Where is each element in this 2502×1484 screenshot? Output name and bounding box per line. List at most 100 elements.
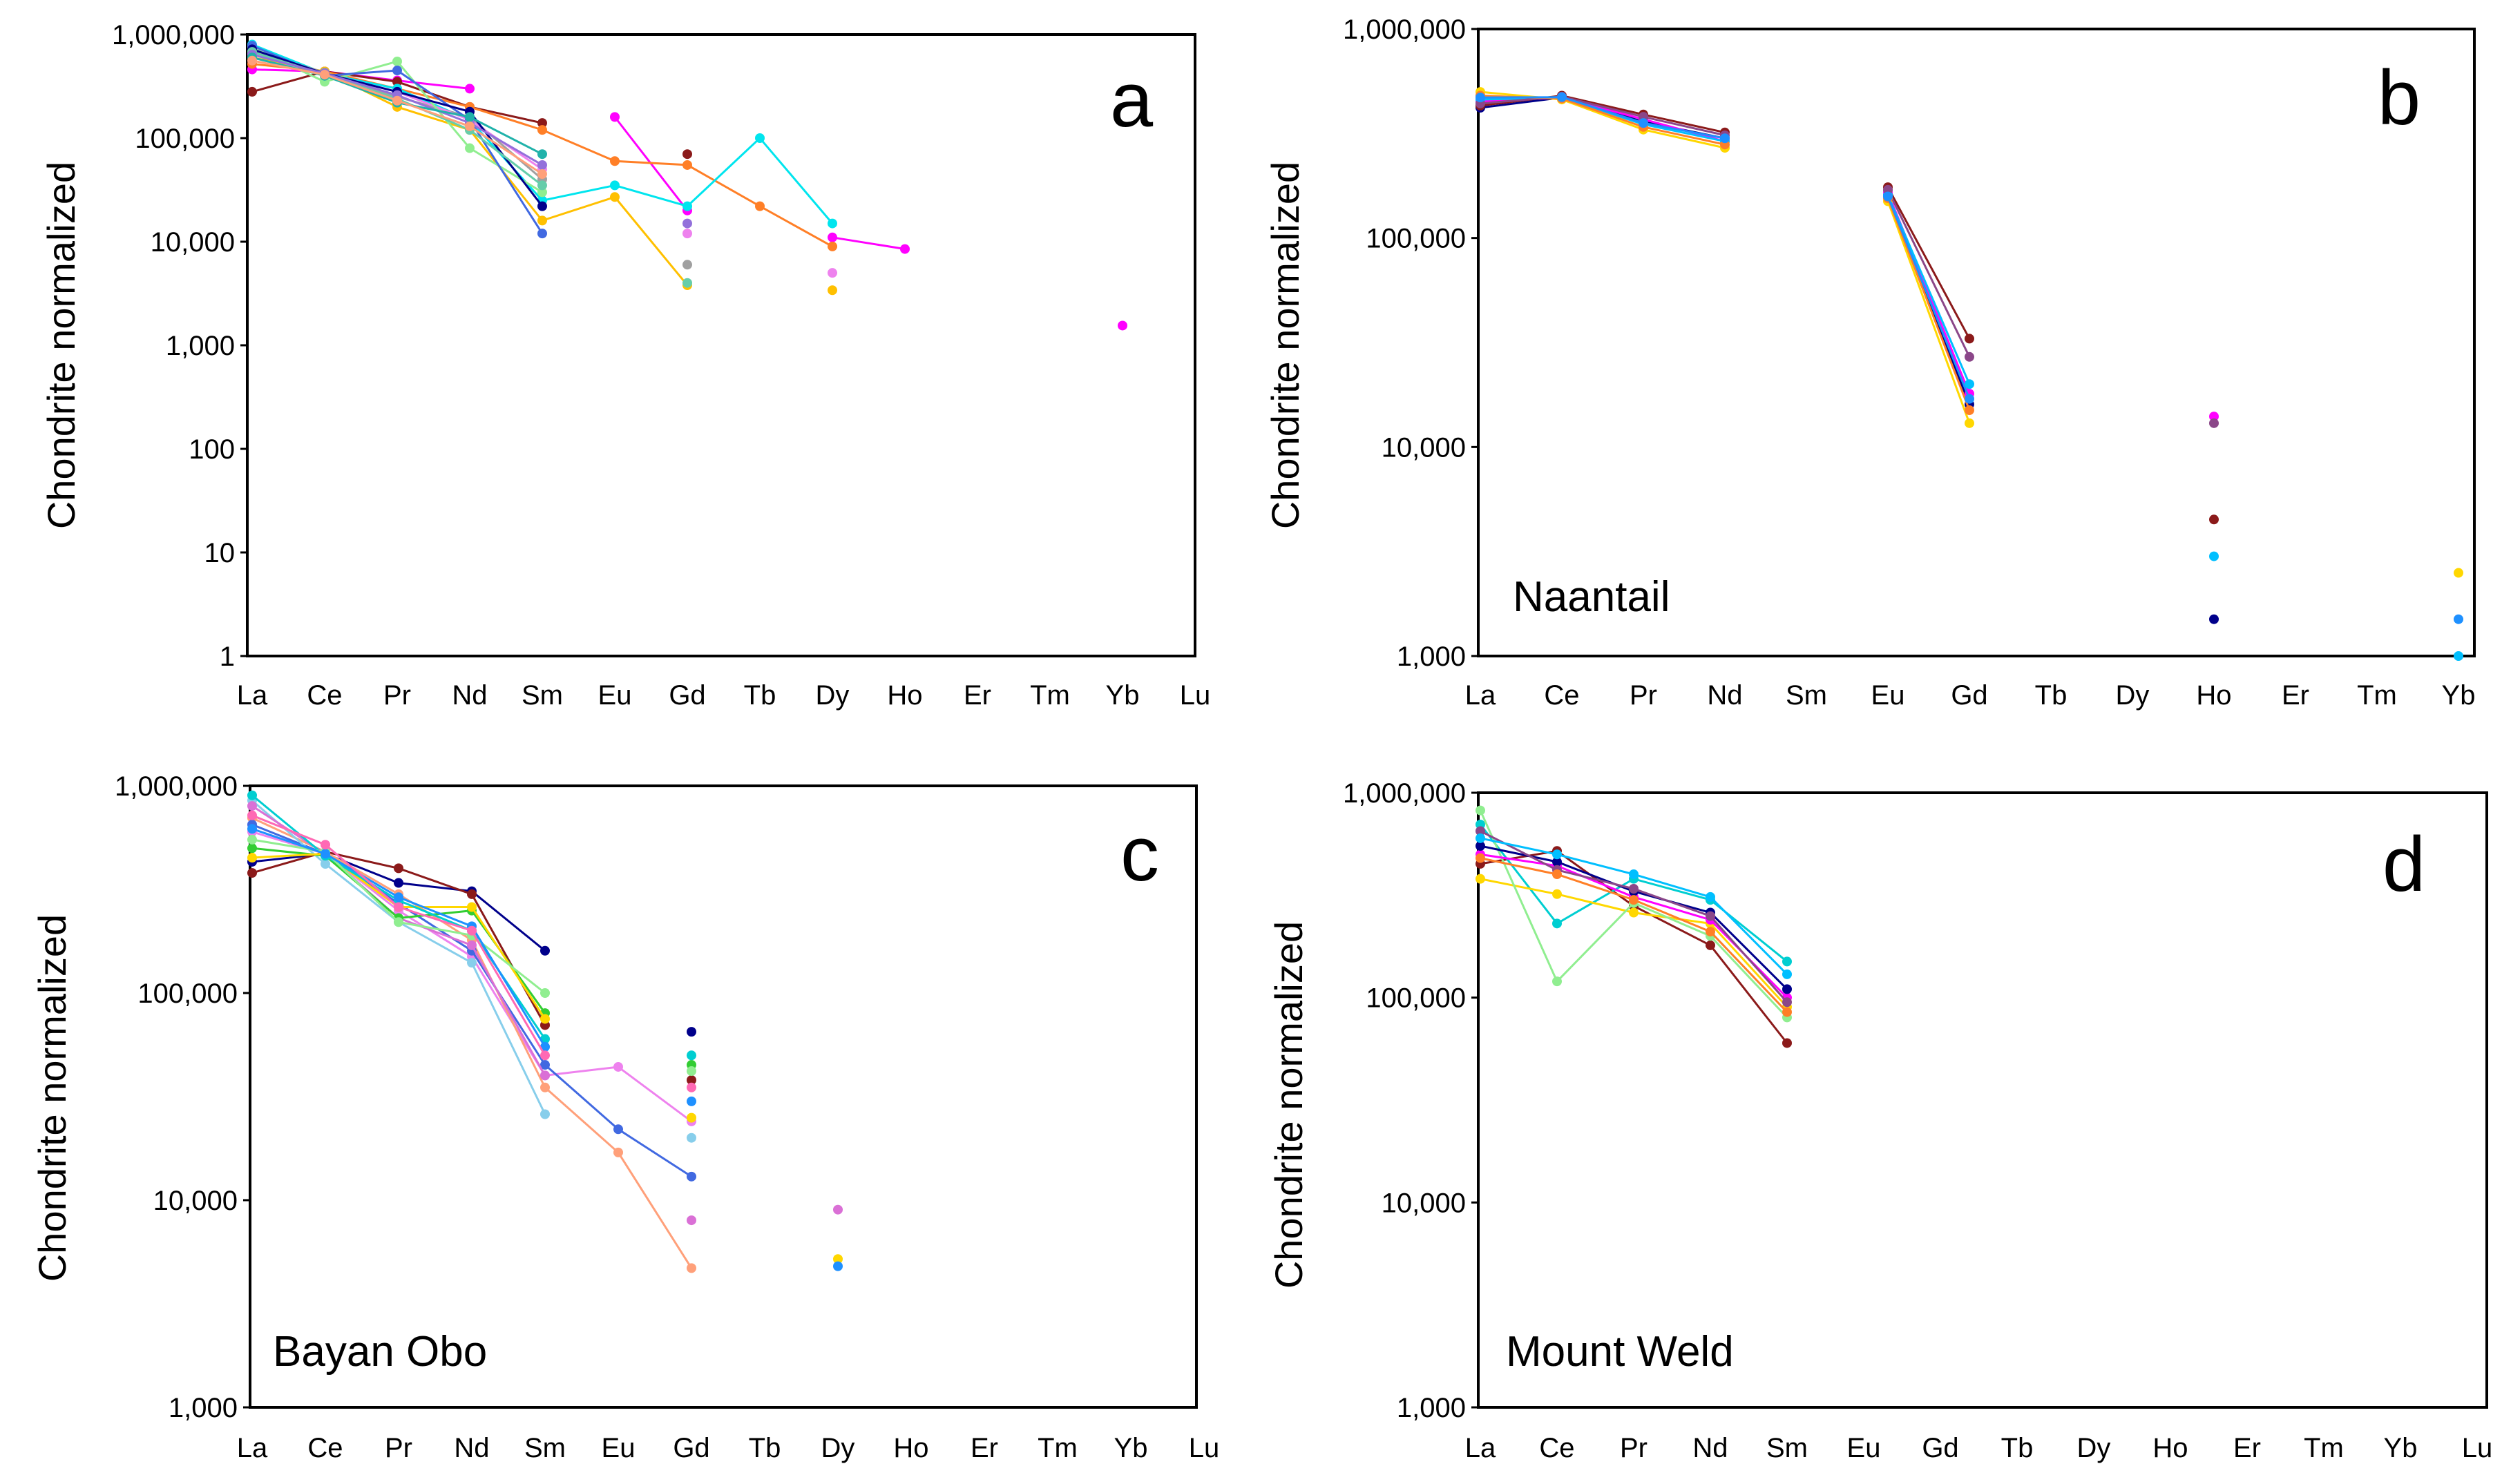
data-point: [2209, 412, 2219, 422]
y-tick-label: 1,000,000: [1343, 15, 1466, 45]
y-tick-label: 100,000: [1366, 983, 1466, 1014]
data-point: [687, 1050, 696, 1061]
data-point: [610, 112, 620, 122]
data-point: [1552, 976, 1562, 987]
data-point: [247, 868, 257, 878]
data-point: [2454, 651, 2463, 661]
x-tick-label: Ce: [1544, 680, 1579, 711]
data-point: [1629, 907, 1639, 918]
x-tick-label: Lu: [2462, 1433, 2493, 1463]
data-point: [247, 86, 257, 97]
data-point: [1629, 883, 1639, 894]
data-point: [687, 1066, 696, 1077]
x-tick-label: Yb: [2384, 1433, 2418, 1463]
x-tick-label: La: [237, 1433, 268, 1463]
data-point: [1629, 895, 1639, 905]
data-point: [1782, 997, 1792, 1008]
x-tick-label: Nd: [1692, 1433, 1728, 1463]
panel-letter: b: [2378, 55, 2420, 141]
data-point: [394, 863, 403, 874]
series-c13: [247, 810, 696, 1092]
y-tick-label: 100,000: [1366, 224, 1466, 254]
data-point: [392, 56, 402, 66]
x-tick-label: Er: [2233, 1433, 2261, 1463]
data-point: [537, 149, 547, 160]
data-point: [682, 278, 692, 288]
y-tick-label: 1,000: [1397, 642, 1466, 672]
series-d8: [1476, 833, 1792, 979]
data-point: [1782, 1007, 1792, 1017]
y-tick-label: 10,000: [151, 227, 235, 258]
data-point: [247, 55, 257, 66]
data-point: [537, 201, 547, 211]
x-tick-label: Sm: [1786, 680, 1827, 711]
data-point: [1706, 927, 1715, 937]
data-point: [687, 1133, 696, 1143]
data-point: [392, 77, 402, 87]
x-tick-label: Sm: [524, 1433, 566, 1463]
x-tick-label: Er: [964, 680, 991, 711]
y-axis-title: Chondrite normalized: [1263, 162, 1307, 529]
data-point: [682, 229, 692, 239]
data-point: [1476, 826, 1485, 836]
data-point: [540, 945, 550, 956]
data-point: [613, 1124, 623, 1135]
data-point: [687, 1112, 696, 1123]
panel-c: c Chondrite normalized Bayan Obo 1,000 10…: [30, 771, 1219, 1463]
data-point: [828, 241, 837, 251]
data-point: [1782, 956, 1792, 967]
data-point: [2209, 514, 2219, 525]
x-tick-label: La: [237, 680, 268, 711]
data-point: [610, 156, 620, 166]
data-point: [247, 810, 257, 820]
data-point: [682, 149, 692, 160]
data-point: [682, 218, 692, 229]
locality-label: Bayan Obo: [273, 1328, 487, 1376]
x-tick-label: Nd: [452, 680, 487, 711]
data-point: [467, 940, 477, 950]
data-point: [687, 1215, 696, 1226]
x-tick-label: Sm: [1766, 1433, 1808, 1463]
data-point: [1552, 857, 1562, 867]
x-tick-label: Dy: [816, 680, 850, 711]
data-point: [540, 1041, 550, 1052]
panel-a: a Chondrite normalized 1 10 100 1,000 10,000…: [39, 20, 1210, 711]
data-point: [247, 801, 257, 811]
locality-label: Naantail: [1513, 573, 1670, 621]
data-point: [687, 1075, 696, 1086]
x-tick-label: Ho: [893, 1433, 928, 1463]
data-point: [1965, 418, 1974, 428]
x-tick-label: Gd: [669, 680, 705, 711]
data-point: [833, 1261, 843, 1271]
y-tick-label: 1,000: [1397, 1393, 1466, 1423]
data-point: [247, 853, 257, 863]
data-point: [682, 160, 692, 170]
data-point: [540, 1014, 550, 1024]
data-point: [537, 229, 547, 239]
data-point: [1476, 874, 1485, 884]
data-point: [1883, 184, 1893, 195]
data-point: [1557, 92, 1567, 102]
x-tick-label: La: [1465, 1433, 1496, 1463]
data-point: [828, 232, 837, 242]
x-tick-label: Lu: [1189, 1433, 1220, 1463]
data-point: [467, 902, 477, 912]
y-axis-title: Chondrite normalized: [30, 914, 74, 1282]
data-point: [465, 112, 475, 122]
x-tick-label: Yb: [1106, 680, 1140, 711]
data-point: [537, 118, 547, 128]
data-point: [833, 1204, 843, 1215]
x-tick-label: Dy: [2077, 1433, 2111, 1463]
data-point: [1118, 320, 1127, 331]
data-point: [1883, 191, 1893, 202]
data-point: [540, 1034, 550, 1044]
y-tick-label: 1,000: [166, 331, 235, 361]
panel-letter: d: [2382, 821, 2425, 907]
x-tick-label: Tb: [744, 680, 776, 711]
x-tick-label: Nd: [454, 1433, 489, 1463]
data-point: [465, 143, 475, 153]
x-tick-label: Ho: [2152, 1433, 2188, 1463]
data-point: [687, 1263, 696, 1273]
data-point: [392, 66, 402, 76]
